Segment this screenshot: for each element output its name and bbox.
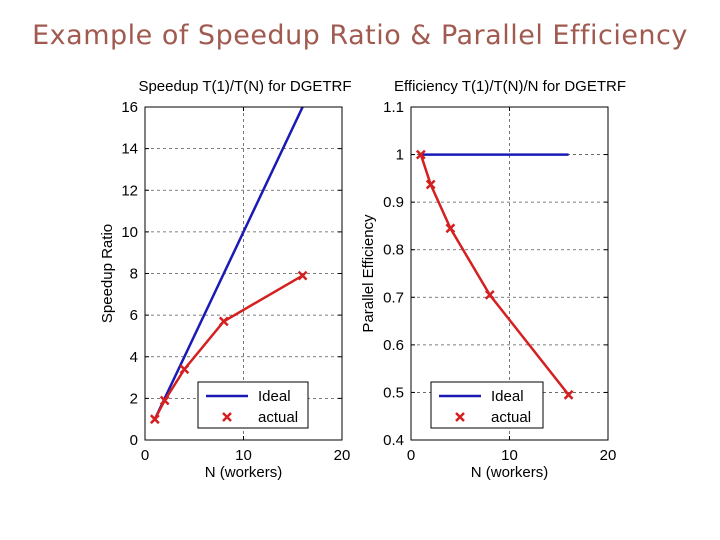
y-tick-label: 1.1 — [383, 99, 404, 116]
data-point — [297, 270, 308, 281]
x-axis-label: N (workers) — [471, 464, 549, 481]
data-point — [563, 389, 574, 400]
legend-swatch-actual — [455, 412, 465, 422]
legend-box — [430, 381, 544, 429]
y-tick-label: 0.6 — [383, 337, 404, 354]
data-point — [445, 223, 456, 234]
data-point — [218, 316, 229, 327]
data-point — [425, 179, 436, 190]
y-tick-label: 0.8 — [383, 242, 404, 259]
y-tick-label: 0.9 — [383, 194, 404, 211]
x-tick-label: 0 — [141, 447, 149, 464]
x-tick-label: 0 — [407, 447, 415, 464]
x-tick-label: 10 — [501, 447, 518, 464]
y-tick-label: 0.5 — [383, 384, 404, 401]
legend-label: actual — [258, 409, 298, 426]
y-tick-label: 4 — [130, 349, 138, 366]
data-point — [415, 149, 426, 160]
chart-2: 0 10 20 0.4 0.5 0.6 0.7 0.8 0.9 1 1.1 Efficiency T(… — [360, 78, 626, 481]
y-tick-label: 0.4 — [383, 432, 404, 449]
chart-title: Efficiency T(1)/T(N)/N for DGETRF — [394, 78, 626, 95]
data-point — [179, 364, 190, 375]
data-point — [484, 290, 495, 300]
legend-label: Ideal — [258, 388, 291, 405]
legend-box — [197, 381, 309, 429]
y-tick-label: 1 — [396, 147, 404, 164]
legend-label: Ideal — [491, 388, 524, 405]
slide-title: Example of Speedup Ratio & Parallel Effi… — [32, 20, 688, 51]
legend: Ideal actual — [430, 381, 544, 429]
data-point — [149, 414, 160, 425]
y-tick-label: 16 — [121, 99, 138, 116]
chart-title: Speedup T(1)/T(N) for DGETRF — [138, 78, 351, 95]
y-tick-label: 14 — [121, 141, 138, 158]
legend: Ideal actual — [197, 381, 309, 429]
series-line-ideal — [153, 107, 304, 420]
x-tick-label: 20 — [600, 447, 617, 464]
y-axis-label: Parallel Efficiency — [360, 214, 377, 333]
data-point — [159, 395, 170, 406]
y-tick-label: 10 — [121, 224, 138, 241]
y-tick-label: 8 — [130, 266, 138, 283]
legend-swatch-actual — [222, 412, 232, 422]
x-axis-label: N (workers) — [205, 464, 283, 481]
y-axis-label: Speedup Ratio — [99, 224, 116, 323]
legend-label: actual — [491, 409, 531, 426]
y-tick-label: 0 — [130, 432, 138, 449]
y-tick-label: 6 — [130, 307, 138, 324]
x-tick-label: 10 — [235, 447, 252, 464]
y-tick-label: 12 — [121, 182, 138, 199]
y-tick-label: 2 — [130, 390, 138, 407]
x-tick-label: 20 — [334, 447, 351, 464]
y-tick-label: 0.7 — [383, 289, 404, 306]
